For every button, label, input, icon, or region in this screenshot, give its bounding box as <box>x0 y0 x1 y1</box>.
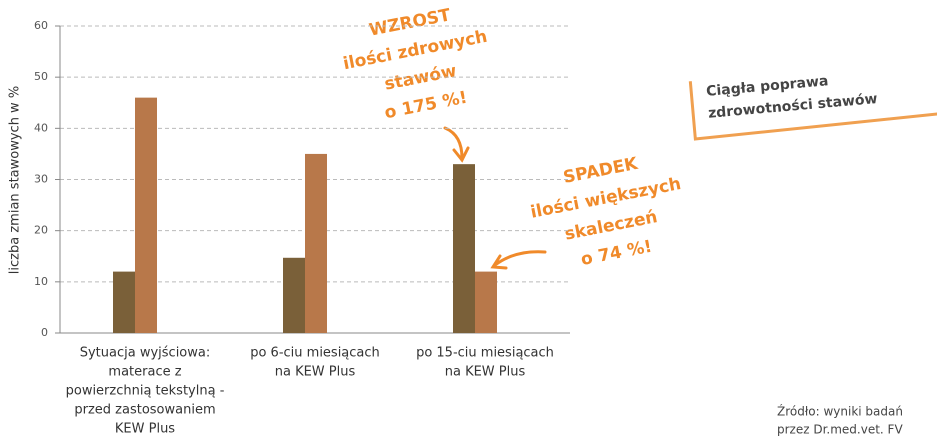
x-tick-label: po 15-ciu miesiącach <box>416 346 554 361</box>
y-tick-label: 0 <box>41 326 48 339</box>
x-tick-label: po 6-ciu miesiącach <box>250 346 380 361</box>
arrow <box>443 126 470 163</box>
y-tick-label: 50 <box>34 70 48 83</box>
annotation-increase: WZROST ilości zdrowych stawów o 175 %! <box>341 5 489 124</box>
y-tick-label: 30 <box>34 173 48 186</box>
x-tick-label: powierzchnią tekstylną - <box>66 384 225 399</box>
x-tick-label: przed zastosowaniem <box>74 403 215 418</box>
y-tick-label: 40 <box>34 121 48 134</box>
y-axis-label: liczba zmian stawowych w % <box>8 86 23 274</box>
y-tick-label: 20 <box>34 224 48 237</box>
source: Źródło: wyniki badań <box>777 404 903 419</box>
x-tick-label: Sytuacja wyjściowa: <box>80 346 211 361</box>
annotation-line: SPADEK <box>562 154 640 188</box>
bar <box>113 271 135 333</box>
annotation-line: o 74 %! <box>579 237 653 270</box>
x-tick-label: materace z <box>108 365 181 380</box>
arrow <box>490 250 547 270</box>
annotation-line: ilości większych <box>529 174 683 223</box>
x-tick-label: na KEW Plus <box>275 365 356 380</box>
x-tick-label: na KEW Plus <box>445 365 526 380</box>
bar <box>453 164 475 333</box>
y-tick-label: 60 <box>34 19 48 32</box>
annotation-line: ilości zdrowych <box>341 27 489 75</box>
callout-border <box>688 81 937 141</box>
source: przez Dr.med.vet. FV <box>777 423 903 437</box>
bar <box>305 153 327 333</box>
bar <box>135 97 157 333</box>
callout-box: Ciągła poprawa zdrowotności stawów <box>688 73 937 141</box>
annotation-decrease: SPADEK ilości większych skaleczeń o 74 %… <box>529 154 683 270</box>
annotation-line: stawów <box>383 61 459 95</box>
annotation-line: o 175 %! <box>383 88 469 124</box>
bar <box>283 257 305 333</box>
bar <box>475 271 497 333</box>
x-tick-label: KEW Plus <box>115 422 175 437</box>
y-tick-label: 10 <box>34 275 48 288</box>
